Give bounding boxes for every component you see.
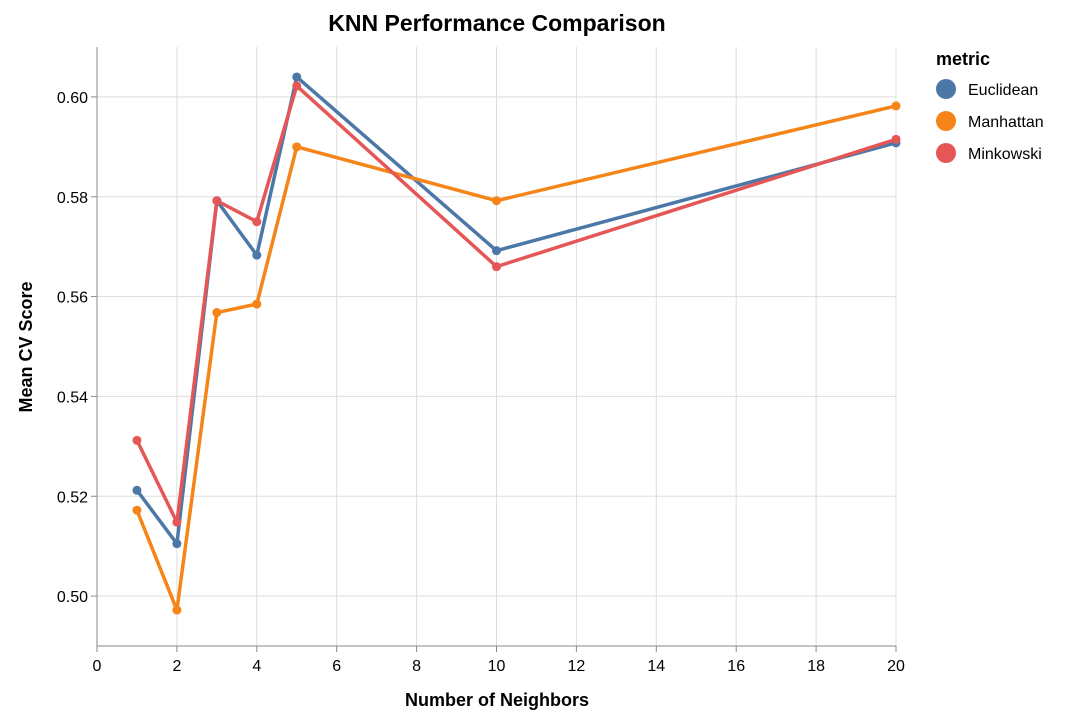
data-point xyxy=(292,72,302,82)
data-point xyxy=(132,505,142,515)
x-tick-label: 8 xyxy=(412,658,421,675)
series-layer xyxy=(132,72,901,615)
y-axis-title: Mean CV Score xyxy=(16,281,36,412)
data-point xyxy=(292,142,302,152)
legend-swatch xyxy=(936,143,956,163)
x-tick-label: 20 xyxy=(887,658,905,675)
x-tick-label: 0 xyxy=(93,658,102,675)
data-point xyxy=(492,246,501,256)
legend: metric Euclidean Manhattan Minkowski xyxy=(936,49,1044,163)
x-tick-label: 4 xyxy=(252,658,261,675)
series-manhattan xyxy=(132,101,901,615)
legend-title: metric xyxy=(936,49,990,69)
legend-swatch xyxy=(936,111,956,131)
data-point xyxy=(212,196,222,206)
axes: 0 2 4 6 8 10 12 14 16 18 20 0.50 0.52 0.54 0.56 0.58 0.6… xyxy=(57,47,905,675)
x-tick-label: 2 xyxy=(172,658,181,675)
series-euclidean xyxy=(132,72,901,549)
y-tick-label: 0.50 xyxy=(57,589,88,606)
chart-title: KNN Performance Comparison xyxy=(328,10,665,36)
data-point xyxy=(252,250,262,260)
data-point xyxy=(252,217,262,227)
legend-label: Minkowski xyxy=(968,146,1042,163)
series-line xyxy=(135,75,897,546)
legend-label: Euclidean xyxy=(968,82,1038,99)
y-tick-label: 0.54 xyxy=(57,389,88,406)
data-point xyxy=(891,134,901,144)
data-point xyxy=(292,81,302,91)
series-line xyxy=(135,104,897,612)
y-tick-label: 0.60 xyxy=(57,90,88,107)
x-tick-label: 6 xyxy=(332,658,341,675)
x-tick-label: 14 xyxy=(647,658,665,675)
data-point xyxy=(132,435,142,445)
y-tick-label: 0.52 xyxy=(57,489,88,506)
data-point xyxy=(172,517,182,527)
data-point xyxy=(172,539,182,549)
x-axis-title: Number of Neighbors xyxy=(405,690,589,710)
data-point xyxy=(891,101,901,111)
x-tick-label: 10 xyxy=(488,658,506,675)
data-point xyxy=(212,308,222,318)
x-tick-label: 16 xyxy=(727,658,745,675)
series-minkowski xyxy=(132,81,901,527)
y-tick-label: 0.56 xyxy=(57,290,88,307)
data-point xyxy=(172,605,182,615)
data-point xyxy=(492,196,501,206)
y-tick-label: 0.58 xyxy=(57,190,88,207)
grid xyxy=(96,47,897,646)
x-tick-label: 12 xyxy=(568,658,586,675)
data-point xyxy=(132,485,142,495)
data-point xyxy=(252,299,262,309)
x-tick-label: 18 xyxy=(807,658,825,675)
legend-swatch xyxy=(936,79,956,99)
legend-label: Manhattan xyxy=(968,114,1044,131)
data-point xyxy=(492,262,501,272)
